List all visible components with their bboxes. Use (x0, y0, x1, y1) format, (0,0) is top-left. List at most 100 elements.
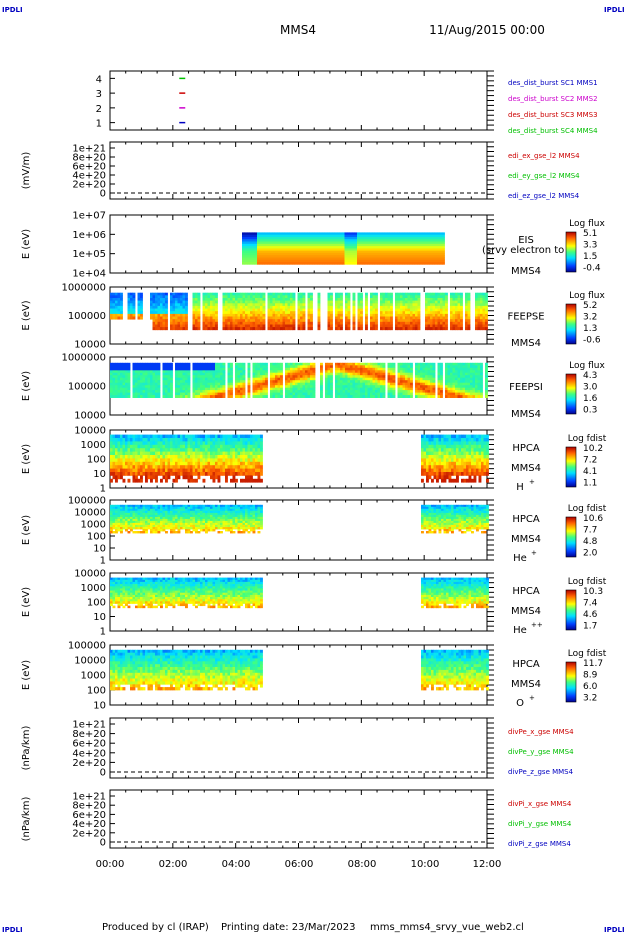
spectrogram-cell (292, 308, 296, 312)
spectrogram-cell (327, 257, 330, 261)
spectrogram-cell (407, 324, 411, 328)
spectrogram-cell (364, 262, 368, 265)
spectrogram-cell (110, 382, 113, 386)
spectrogram-cell (242, 239, 245, 242)
spectrogram-cell (429, 234, 433, 238)
spectrogram-cell (367, 255, 370, 258)
spectrogram-cell (297, 250, 300, 254)
spectrogram-cell (314, 257, 318, 261)
spectrogram-cell (257, 248, 260, 252)
spectrogram-cell (242, 246, 245, 249)
spectrogram-cell (434, 239, 438, 242)
spectrogram-cell (267, 234, 270, 238)
colorbar-tick-label: 3.0 (583, 383, 598, 393)
spectrogram-cell (230, 308, 233, 312)
spectrogram-cell (412, 324, 416, 328)
spectrogram-cell (362, 392, 366, 396)
spectrogram-cell (222, 311, 226, 315)
spectrogram-cell (282, 259, 285, 263)
spectrogram-cell (345, 308, 348, 312)
spectrogram-cell (352, 321, 356, 325)
spectrogram-cell (310, 392, 313, 396)
spectrogram-cell (235, 298, 238, 302)
spectrogram-cell (112, 305, 116, 309)
spectrogram-cell (325, 377, 328, 381)
spectrogram-cell (130, 292, 133, 296)
spectrogram-cell (427, 382, 431, 386)
spectrogram-cell (399, 234, 403, 238)
spectrogram-cell (412, 319, 416, 323)
spectrogram-cell (300, 305, 303, 309)
spectrogram-cell (252, 241, 255, 245)
spectrogram-cell (247, 243, 250, 247)
spectrogram-cell (450, 387, 453, 391)
spectrogram-cell (195, 298, 198, 302)
spectrogram-cell (202, 324, 206, 328)
spectrogram-cell (317, 292, 321, 296)
spectrogram-cell (427, 243, 430, 247)
spectrogram-cell (155, 372, 158, 376)
spectrogram-cell (347, 295, 351, 299)
spectrogram-cell (410, 385, 413, 389)
spectrogram-cell (405, 380, 408, 384)
spectrogram-cell (135, 365, 138, 369)
spectrogram-cell (264, 239, 268, 242)
spectrogram-cell (242, 248, 245, 252)
spectrogram-cell (352, 370, 356, 374)
spectrogram-cell (140, 365, 143, 369)
spectrogram-cell (282, 246, 285, 249)
spectrogram-cell (445, 316, 448, 320)
spectrogram-cell (460, 395, 463, 398)
spectrogram-cell (445, 375, 448, 379)
spectrogram-cell (375, 387, 378, 391)
spectrogram-cell (182, 303, 186, 307)
spectrogram-cell (182, 316, 186, 320)
spectrogram-cell (177, 390, 181, 393)
spectrogram-cell (385, 295, 388, 299)
spectrogram-cell (455, 372, 458, 376)
spectrogram-cell (185, 367, 188, 371)
spectrogram-cell (270, 370, 273, 374)
spectrogram-cell (387, 321, 391, 325)
spectrogram-cell (397, 246, 400, 249)
spectrogram-cell (427, 298, 431, 302)
spectrogram-cell (115, 372, 118, 376)
spectrogram-cell (415, 367, 418, 371)
spectrogram-cell (247, 377, 251, 381)
spectrogram-cell (257, 232, 260, 236)
spectrogram-cell (324, 237, 328, 240)
spectrogram-cell (420, 385, 423, 389)
spectrogram-cell (257, 243, 260, 247)
spectrogram-cell (342, 232, 345, 236)
spectrogram-cell (180, 382, 183, 386)
spectrogram-cell (342, 380, 346, 384)
spectrogram-cell (362, 262, 365, 265)
spectrogram-cell (182, 327, 186, 331)
spectrogram-cell (482, 292, 486, 296)
spectrogram-cell (242, 316, 246, 320)
spectrogram-cell (275, 362, 278, 366)
spectrogram-cell (334, 252, 338, 256)
spectrogram-cell (404, 239, 408, 242)
spectrogram-cell (327, 367, 331, 371)
spectrogram-cell (255, 308, 258, 312)
spectrogram-cell (304, 241, 308, 245)
spectrogram-cell (410, 382, 413, 386)
spectrogram-cell (480, 313, 483, 317)
spectrogram-cell (465, 387, 468, 391)
spectrogram-cell (165, 292, 168, 296)
spectrogram-cell (347, 300, 351, 304)
spectrogram-cell (382, 262, 385, 265)
spectrogram-cell (427, 237, 430, 240)
spectrogram-cell (337, 319, 341, 323)
spectrogram-cell (385, 303, 388, 307)
spectrogram-cell (465, 292, 468, 296)
spectrogram-cell (367, 365, 371, 369)
spectrogram-cell (150, 295, 153, 299)
spectrogram-cell (424, 241, 428, 245)
spectrogram-cell (217, 370, 221, 374)
spectrogram-cell (342, 248, 345, 252)
spectrogram-cell (337, 259, 340, 263)
spectrogram-cell (280, 377, 283, 381)
spectrogram-cell (414, 252, 418, 256)
